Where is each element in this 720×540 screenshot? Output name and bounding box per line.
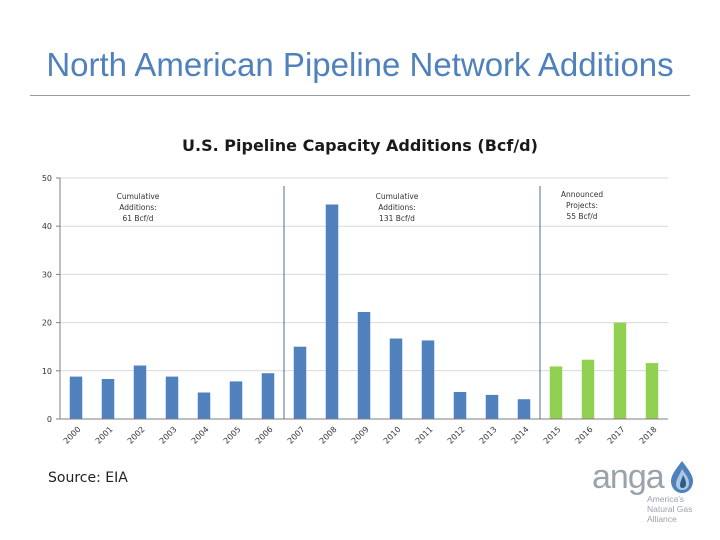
annotation-line: Additions: [119,203,156,212]
x-tick-label: 2013 [478,425,499,446]
logo-wordmark: anga [592,458,665,496]
annotation-line: 55 Bcf/d [566,212,597,221]
bar [389,338,403,419]
annotation-line: Cumulative [117,192,160,201]
bar [421,340,435,419]
y-tick-label: 50 [42,174,52,183]
bar [549,366,563,419]
x-tick-label: 2002 [126,425,147,446]
source-note: Source: EIA [48,470,128,486]
annotation-line: Additions: [378,203,415,212]
chart-title: U.S. Pipeline Capacity Additions (Bcf/d) [182,136,538,155]
x-tick-label: 2005 [222,425,243,446]
bar [101,378,115,419]
bar [517,399,531,419]
logo-tagline: America's Natural Gas Alliance [647,494,707,524]
x-tick-label: 2015 [542,425,563,446]
bar [485,394,499,419]
x-tick-label: 2000 [62,425,83,446]
x-tick-label: 2014 [510,425,531,446]
bar [325,204,339,419]
x-tick-label: 2018 [638,425,659,446]
logo-tagline-line: America's [647,494,685,504]
bar [197,392,211,419]
y-tick-label: 10 [42,367,52,376]
annotation-line: Announced [561,190,603,199]
x-tick-label: 2004 [190,425,211,446]
x-tick-label: 2006 [254,425,275,446]
y-tick-label: 40 [42,222,52,231]
bar [613,322,627,419]
y-tick-label: 30 [42,270,52,279]
bar [357,311,371,419]
bar [293,346,307,419]
annotation-label: Cumulative Additions: 131 Bcf/d [376,192,419,223]
bar [229,381,243,419]
bar [133,365,147,419]
annotation-label: Cumulative Additions: 61 Bcf/d [117,192,160,223]
x-tick-label: 2001 [94,425,115,446]
annotation-label: Announced Projects: 55 Bcf/d [561,190,603,221]
flame-drop-icon [671,461,693,493]
bar [645,363,659,419]
x-tick-label: 2012 [446,425,467,446]
annotation-line: Cumulative [376,192,419,201]
title-divider [30,95,690,96]
x-tick-label: 2007 [286,425,307,446]
x-tick-label: 2008 [318,425,339,446]
logo-tagline-line: Alliance [647,514,677,524]
x-tick-label: 2017 [606,425,627,446]
bar [165,376,179,419]
x-tick-label: 2003 [158,425,179,446]
x-tick-label: 2011 [414,425,435,446]
bar [581,359,595,419]
bar [261,373,275,419]
logo-tagline-line: Natural Gas [647,504,693,514]
bar [69,376,83,419]
annotation-line: 61 Bcf/d [122,214,153,223]
anga-logo: anga America's Natural Gas Alliance [592,458,702,528]
bar [453,392,467,419]
annotation-line: 131 Bcf/d [379,214,415,223]
y-tick-label: 20 [42,319,52,328]
x-tick-label: 2010 [382,425,403,446]
slide-title: North American Pipeline Network Addition… [46,46,674,83]
x-tick-label: 2016 [574,425,595,446]
x-tick-label: 2009 [350,425,371,446]
y-tick-label: 0 [47,415,52,424]
annotation-line: Projects: [566,201,598,210]
